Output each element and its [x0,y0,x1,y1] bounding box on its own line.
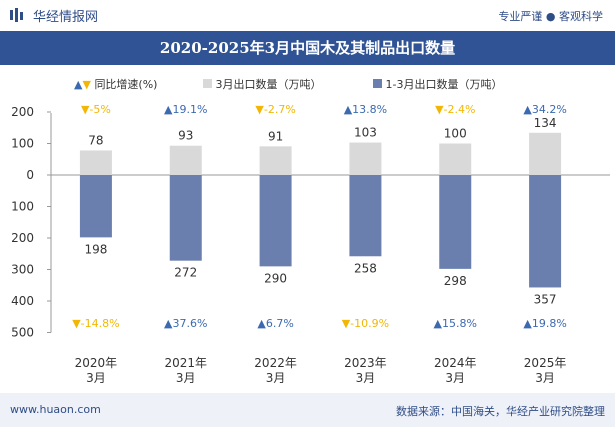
ytd-bar [79,175,112,238]
data-source: 数据来源：中国海关，华经产业研究院整理 [396,405,605,418]
title-bar: 2020-2025年3月中国木及其制品出口数量 [0,31,615,65]
march-growth-label: ▲19.1% [164,103,207,116]
legend-march-swatch [203,79,212,88]
march-growth-label: ▲13.8% [344,103,387,116]
ytd-value-label: 198 [84,242,107,256]
march-growth-label: ▼-5% [81,103,111,116]
legend-ytd-swatch [373,79,382,88]
legend-march-label: 3月出口数量（万吨） [215,78,322,91]
down-triangle-icon: ▼ [82,78,91,91]
march-growth-label: ▲34.2% [523,103,566,116]
ytd-bar [529,175,562,288]
chart-area: 200 100 0 100 200 300 400 500 78 198 ▼-5% ▼-14.8% 20… [11,103,610,385]
y-tick-label: 100 [11,137,34,151]
ytd-bar [439,175,472,269]
category-label-year: 2022年 [254,356,297,370]
march-bar [349,142,382,175]
y-tick-label: 400 [11,294,34,308]
y-tick-label: 500 [11,326,34,340]
up-triangle-icon: ▲ [74,78,83,91]
ytd-growth-label: ▲37.6% [164,317,207,330]
category-label-month: 3月 [86,371,106,385]
ytd-value-label: 298 [444,274,467,288]
website-link[interactable]: www.huaon.com [10,403,101,416]
category-label-month: 3月 [535,371,555,385]
ytd-growth-label: ▼-14.8% [72,317,119,330]
header: 华经情报网 专业严谨 ● 客观科学 [0,0,615,31]
category-label-month: 3月 [356,371,376,385]
category-label-year: 2020年 [75,356,118,370]
category-label-month: 3月 [445,371,465,385]
category-label-year: 2024年 [434,356,477,370]
march-bar [439,143,472,175]
march-value-label: 78 [88,133,103,147]
march-growth-label: ▼-2.7% [255,103,295,116]
y-tick-label: 200 [11,105,34,119]
y-tick-label: 0 [26,168,34,182]
march-value-label: 100 [444,127,467,141]
ytd-bar [259,175,292,267]
legend-ytd-label: 1-3月出口数量（万吨） [385,78,503,91]
march-value-label: 103 [354,126,377,140]
category-label-year: 2021年 [164,356,207,370]
march-bar [259,146,292,175]
category-label-year: 2025年 [524,356,567,370]
march-growth-label: ▼-2.4% [435,103,475,116]
chart-title: 2020-2025年3月中国木及其制品出口数量 [159,39,456,57]
legend-growth: ▲▼ 同比增速(%) [74,76,157,92]
legend-growth-label: 同比增速(%) [94,78,158,91]
ytd-value-label: 290 [264,271,287,285]
y-tick-label: 300 [11,263,34,277]
march-bar [529,132,562,175]
category-label-month: 3月 [266,371,286,385]
brand-name: 华经情报网 [33,10,99,25]
ytd-growth-label: ▲15.8% [434,317,477,330]
ytd-growth-label: ▲6.7% [257,317,293,330]
y-tick-label: 100 [11,200,34,214]
category-label-year: 2023年 [344,356,387,370]
legend-march: 3月出口数量（万吨） [203,76,322,92]
ytd-value-label: 357 [534,292,557,306]
march-bar [79,150,112,175]
legend-ytd: 1-3月出口数量（万吨） [373,76,502,92]
ytd-growth-label: ▲19.8% [523,317,566,330]
footer: www.huaon.com 数据来源：中国海关，华经产业研究院整理 [0,393,615,427]
march-value-label: 134 [534,116,557,130]
ytd-growth-label: ▼-10.9% [342,317,389,330]
ytd-bar [169,175,202,261]
march-bar [169,145,202,175]
tagline: 专业严谨 ● 客观科学 [498,10,603,23]
march-value-label: 91 [268,129,283,143]
march-value-label: 93 [178,129,193,143]
y-tick-label: 200 [11,231,34,245]
ytd-bar [349,175,382,257]
legend: ▲▼ 同比增速(%) 3月出口数量（万吨） 1-3月出口数量（万吨） [0,76,615,92]
category-label-month: 3月 [176,371,196,385]
logo-icon [10,8,23,22]
ytd-value-label: 258 [354,261,377,275]
ytd-value-label: 272 [174,266,197,280]
